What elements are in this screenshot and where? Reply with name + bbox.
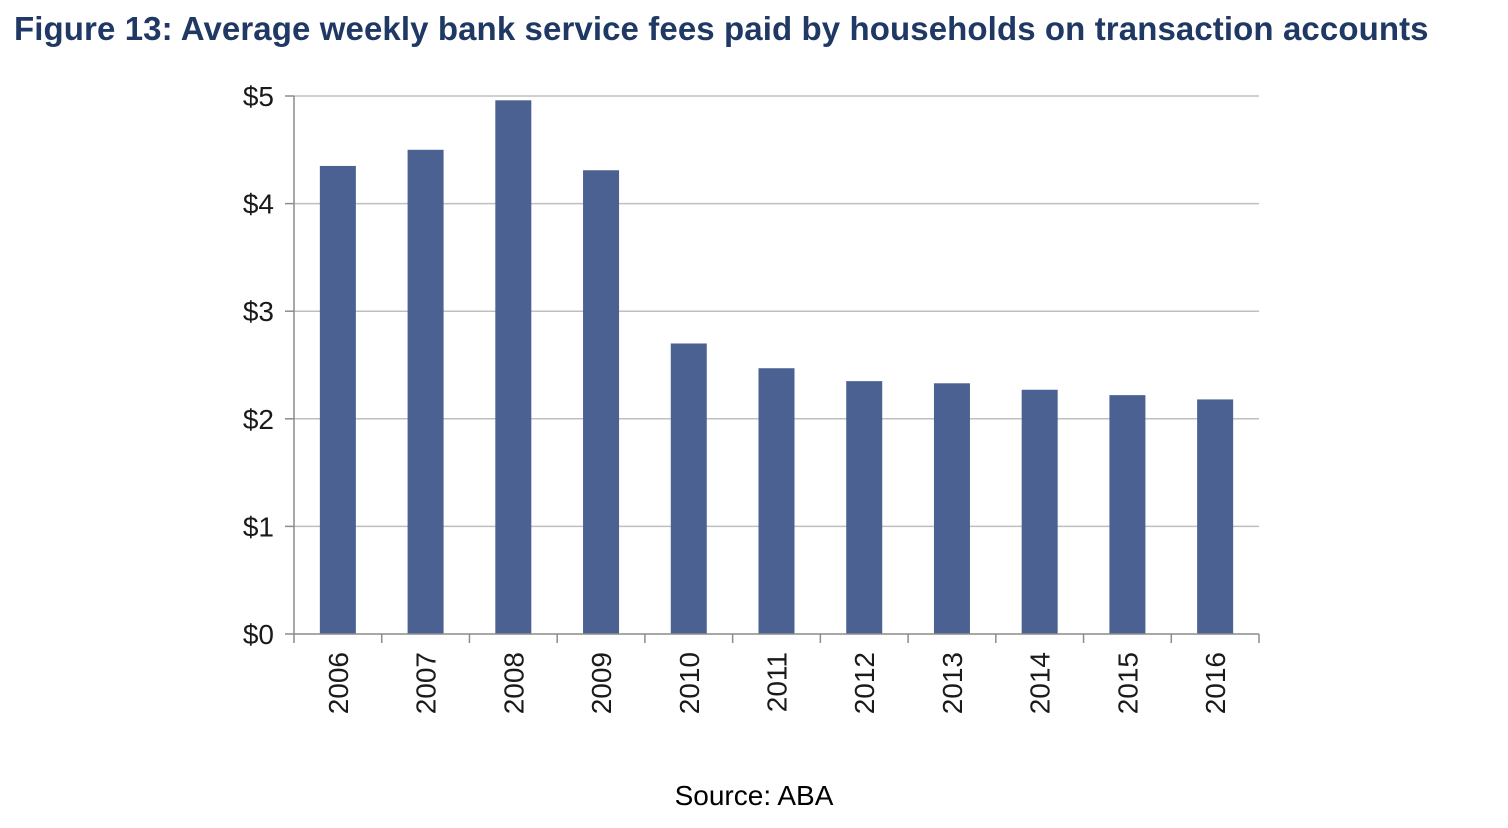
- x-tick-label: 2009: [586, 652, 617, 714]
- bars: [319, 100, 1234, 635]
- bar: [1021, 389, 1058, 634]
- chart-title: Figure 13: Average weekly bank service f…: [14, 10, 1429, 47]
- y-tick-labels: $0 $1 $2 $3 $4 $5: [243, 81, 274, 650]
- x-tick-label: 2016: [1200, 652, 1231, 714]
- x-tick-label: 2012: [849, 652, 880, 714]
- y-tick-label: $3: [243, 296, 274, 327]
- x-tick-label: 2010: [674, 652, 705, 714]
- axes: [285, 95, 1260, 643]
- source-note: Source: ABA: [674, 780, 834, 811]
- bar: [583, 170, 620, 634]
- x-tick-label: 2015: [1112, 652, 1143, 714]
- bar: [670, 343, 707, 634]
- y-tick-label: $4: [243, 189, 274, 220]
- y-tick-label: $0: [243, 619, 274, 650]
- bar: [933, 383, 970, 634]
- x-tick-label: 2007: [411, 652, 442, 714]
- bar: [407, 149, 444, 635]
- x-tick-label: 2013: [937, 652, 968, 714]
- x-tick-labels: 2006 2007 2008 2009 2010 2011 2012 2013 2014 2015…: [323, 652, 1231, 714]
- bar: [1197, 399, 1234, 634]
- bar: [319, 165, 356, 634]
- bar: [846, 381, 883, 634]
- x-tick-label: 2008: [498, 652, 529, 714]
- x-tick-label: 2011: [762, 652, 793, 712]
- bar: [758, 368, 795, 634]
- y-tick-label: $1: [243, 511, 274, 542]
- y-tick-label: $2: [243, 404, 274, 435]
- x-tick-label: 2006: [323, 652, 354, 714]
- y-tick-label: $5: [243, 81, 274, 112]
- bar: [1109, 395, 1146, 634]
- bar: [495, 100, 532, 634]
- x-tick-label: 2014: [1025, 652, 1056, 714]
